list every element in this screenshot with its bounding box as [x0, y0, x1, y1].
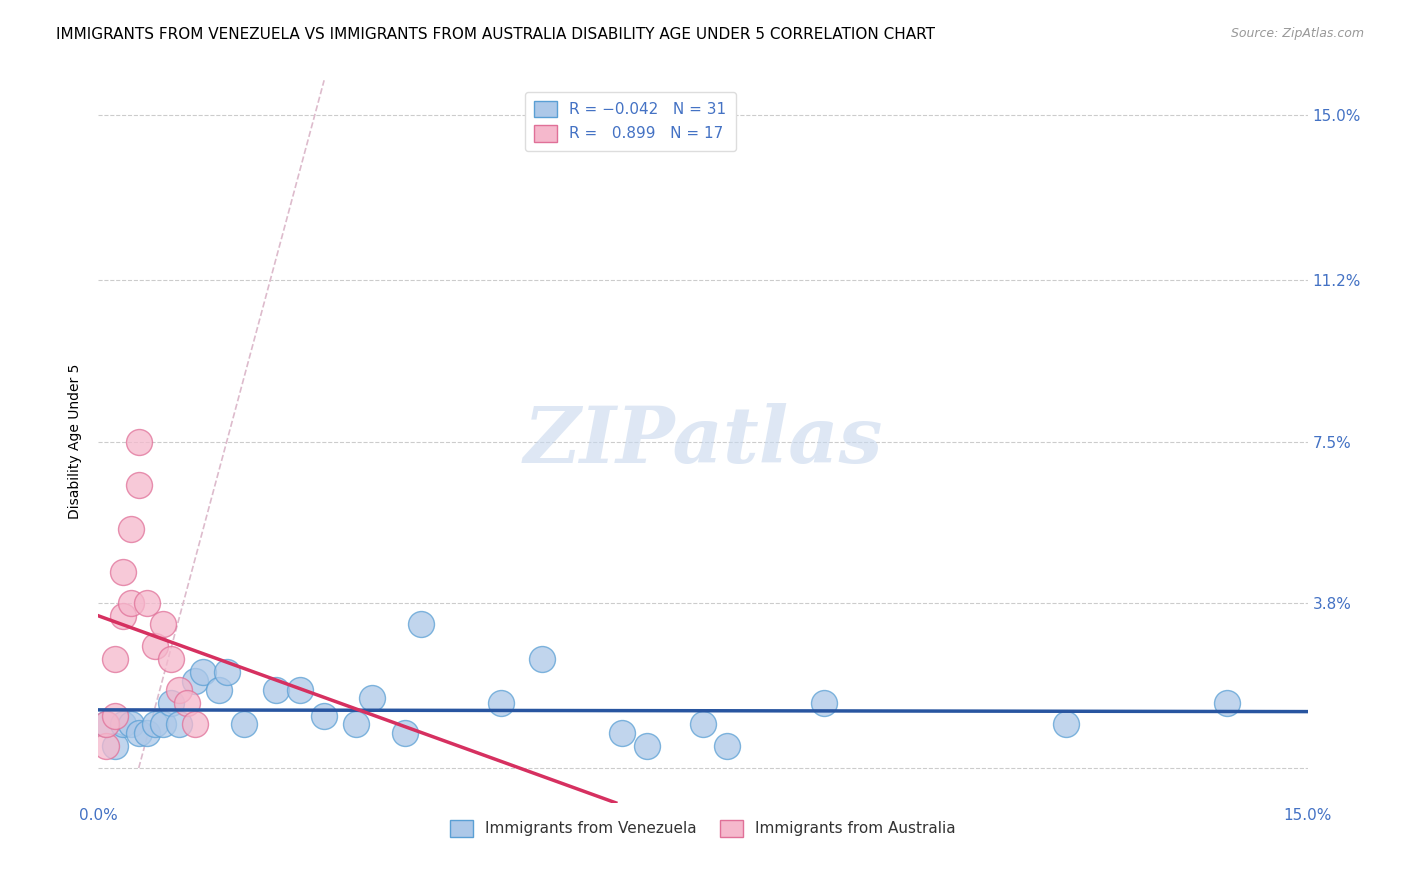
Point: [1054, 717, 1077, 731]
Point: [409, 617, 432, 632]
Point: [103, 652, 125, 666]
Point: [111, 565, 134, 579]
Text: ZIPatlas: ZIPatlas: [523, 403, 883, 480]
Point: [208, 682, 231, 697]
Point: [167, 717, 190, 731]
Point: [530, 652, 553, 666]
Point: [612, 726, 634, 740]
Point: [394, 726, 416, 740]
Point: [128, 726, 150, 740]
Point: [314, 708, 336, 723]
Point: [96, 739, 118, 754]
Point: [184, 673, 207, 688]
Point: [160, 652, 183, 666]
Point: [636, 739, 658, 754]
Point: [143, 639, 166, 653]
Point: [160, 696, 183, 710]
Point: [111, 608, 134, 623]
Point: [152, 617, 174, 632]
Point: [167, 682, 190, 697]
Point: [264, 682, 287, 697]
Point: [120, 717, 142, 731]
Point: [103, 708, 125, 723]
Point: [184, 717, 207, 731]
Point: [176, 696, 198, 710]
Point: [152, 717, 174, 731]
Point: [96, 717, 118, 731]
Point: [135, 596, 157, 610]
Point: [120, 596, 142, 610]
Point: [692, 717, 714, 731]
Text: IMMIGRANTS FROM VENEZUELA VS IMMIGRANTS FROM AUSTRALIA DISABILITY AGE UNDER 5 CO: IMMIGRANTS FROM VENEZUELA VS IMMIGRANTS …: [56, 27, 935, 42]
Point: [143, 717, 166, 731]
Point: [217, 665, 239, 680]
Point: [344, 717, 367, 731]
Point: [96, 717, 118, 731]
Point: [716, 739, 738, 754]
Point: [103, 739, 125, 754]
Point: [361, 691, 384, 706]
Point: [193, 665, 215, 680]
Y-axis label: Disability Age Under 5: Disability Age Under 5: [69, 364, 83, 519]
Point: [128, 434, 150, 449]
Point: [288, 682, 311, 697]
Point: [1216, 696, 1239, 710]
Point: [813, 696, 835, 710]
Point: [111, 717, 134, 731]
Legend: Immigrants from Venezuela, Immigrants from Australia: Immigrants from Venezuela, Immigrants fr…: [441, 811, 965, 846]
Text: Source: ZipAtlas.com: Source: ZipAtlas.com: [1230, 27, 1364, 40]
Point: [232, 717, 254, 731]
Point: [491, 696, 513, 710]
Point: [128, 478, 150, 492]
Point: [120, 522, 142, 536]
Point: [135, 726, 157, 740]
